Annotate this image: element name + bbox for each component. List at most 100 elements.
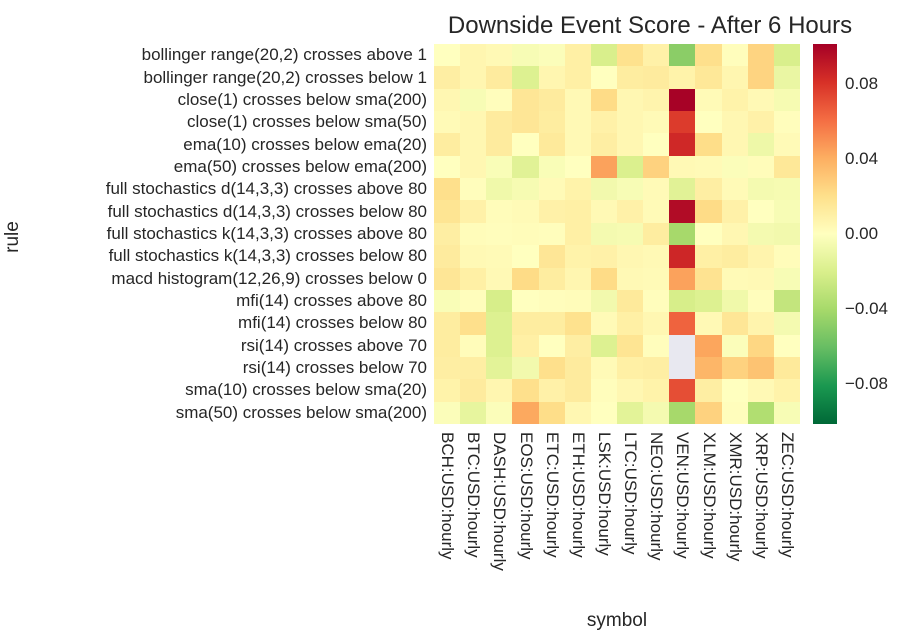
- heatmap-cell: [747, 267, 774, 290]
- heatmap-cell: [564, 155, 591, 179]
- heatmap-cell: [564, 334, 591, 357]
- heatmap-cell: [721, 267, 748, 290]
- heatmap-cell: [434, 155, 461, 179]
- x-tick-label: ETC:USD:hourly: [542, 432, 562, 558]
- heatmap-cell: [538, 356, 565, 380]
- y-tick-label: bollinger range(20,2) crosses above 1: [141, 45, 427, 65]
- heatmap-cell: [564, 133, 591, 156]
- heatmap-cell: [564, 289, 591, 313]
- heatmap-cell: [695, 133, 722, 156]
- heatmap-cell: [773, 66, 800, 89]
- heatmap-cell: [486, 88, 513, 112]
- heatmap-cell: [721, 356, 748, 380]
- heatmap-cell: [669, 200, 696, 223]
- heatmap-cell: [616, 289, 644, 313]
- heatmap-cell: [773, 222, 800, 246]
- x-tick-label: LSK:USD:hourly: [594, 432, 614, 556]
- heatmap-cell: [773, 312, 800, 335]
- heatmap-cell: [669, 334, 696, 357]
- heatmap-cell: [486, 289, 513, 313]
- heatmap-cell: [486, 133, 513, 156]
- x-tick-label: VEN:USD:hourly: [673, 432, 693, 559]
- heatmap-cell: [486, 155, 513, 179]
- heatmap-cell: [669, 267, 696, 290]
- heatmap-cell: [721, 44, 748, 67]
- heatmap-cell: [538, 312, 565, 335]
- heatmap-cell: [434, 44, 461, 67]
- heatmap-cell: [512, 178, 539, 201]
- y-tick-label: mfi(14) crosses below 80: [238, 313, 427, 333]
- heatmap-cell: [460, 334, 487, 357]
- heatmap-cell: [747, 155, 774, 179]
- heatmap-cell: [460, 178, 487, 201]
- y-tick-label: macd histogram(12,26,9) crosses below 0: [111, 268, 427, 288]
- heatmap-cell: [643, 200, 670, 223]
- y-tick-label: close(1) crosses below sma(200): [177, 89, 427, 109]
- x-tick-label: XRP:USD:hourly: [751, 432, 771, 559]
- heatmap-cell: [486, 379, 513, 402]
- heatmap-cell: [434, 401, 461, 424]
- heatmap-cell: [486, 44, 513, 67]
- heatmap-cell: [434, 88, 461, 112]
- heatmap-cell: [643, 133, 670, 156]
- heatmap-cell: [590, 289, 617, 313]
- heatmap-cell: [643, 66, 670, 89]
- x-tick-label: BCH:USD:hourly: [438, 432, 458, 560]
- heatmap-cell: [773, 111, 800, 134]
- heatmap-cell: [747, 44, 774, 67]
- heatmap-cell: [695, 245, 722, 268]
- heatmap-cell: [616, 44, 644, 67]
- heatmap-cell: [486, 312, 513, 335]
- heatmap-cell: [695, 88, 722, 112]
- heatmap-cell: [434, 312, 461, 335]
- heatmap-cell: [773, 289, 800, 313]
- heatmap-cell: [695, 356, 722, 380]
- heatmap-cell: [486, 66, 513, 89]
- heatmap-cell: [564, 356, 591, 380]
- colorbar-tick-label: 0.00: [845, 224, 879, 243]
- heatmap-cell: [695, 222, 722, 246]
- heatmap-cell: [460, 401, 487, 424]
- heatmap-cell: [669, 312, 696, 335]
- heatmap-cell: [460, 88, 487, 112]
- heatmap-cell: [773, 133, 800, 156]
- heatmap-cell: [486, 111, 513, 134]
- heatmap-cell: [538, 88, 565, 112]
- heatmap-cell: [695, 111, 722, 134]
- y-tick-label: bollinger range(20,2) crosses below 1: [143, 67, 428, 87]
- heatmap-cell: [590, 222, 617, 246]
- colorbar-gradient: [813, 44, 837, 424]
- heatmap-cell: [434, 133, 461, 156]
- heatmap-cell: [616, 245, 644, 268]
- heatmap-cell: [721, 200, 748, 223]
- heatmap-cell: [434, 178, 461, 201]
- heatmap-cell: [616, 111, 644, 134]
- heatmap-cell: [643, 44, 670, 67]
- heatmap-cell: [434, 334, 461, 357]
- heatmap-cell: [538, 245, 565, 268]
- heatmap-cell: [616, 401, 644, 424]
- heatmap-cell: [460, 200, 487, 223]
- heatmap-cell: [512, 334, 539, 357]
- heatmap-cell: [434, 200, 461, 223]
- heatmap-cell: [721, 401, 748, 424]
- heatmap-cell: [773, 245, 800, 268]
- heatmap-cell: [460, 267, 487, 290]
- heatmap-cell: [512, 155, 539, 179]
- heatmap-cell: [747, 379, 774, 402]
- heatmap-cell: [512, 379, 539, 402]
- heatmap-cell: [747, 222, 774, 246]
- heatmap-cell: [538, 44, 565, 67]
- heatmap-cell: [538, 222, 565, 246]
- heatmap-cell: [512, 44, 539, 67]
- heatmap-cell: [669, 133, 696, 156]
- heatmap-cell: [669, 44, 696, 67]
- heatmap-cell: [512, 245, 539, 268]
- heatmap-cell: [512, 200, 539, 223]
- heatmap-cell: [460, 133, 487, 156]
- heatmap-cell: [590, 334, 617, 357]
- heatmap-cell: [538, 401, 565, 424]
- heatmap-cell: [460, 155, 487, 179]
- heatmap-cell: [616, 312, 644, 335]
- heatmap-cell: [747, 66, 774, 89]
